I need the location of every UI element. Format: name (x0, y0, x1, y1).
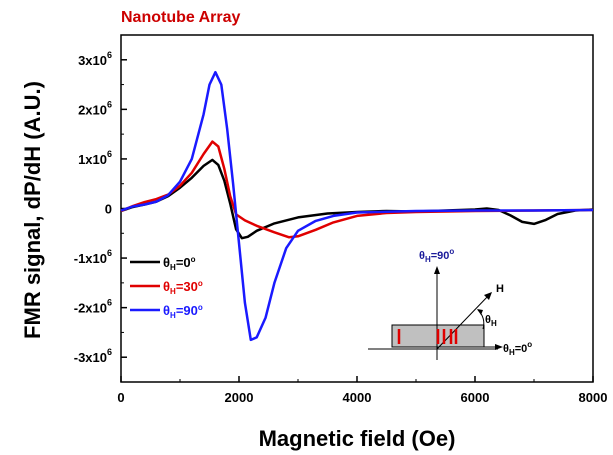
inset-label-theta: θH (485, 314, 497, 328)
x-tick-label: 0 (117, 390, 124, 405)
x-tick-label: 4000 (343, 390, 372, 405)
inset-label-theta-90: θH=90o (419, 247, 454, 264)
legend-label: θH=0o (163, 255, 196, 272)
legend-label: θH=90o (163, 303, 203, 320)
inset-schematic: θH=90o H θH θH=0o (368, 247, 532, 360)
inset-vertical-arrowhead (434, 266, 440, 274)
series-lines (120, 70, 594, 342)
inset-label-theta-0: θH=0o (503, 340, 532, 357)
y-tick-label: -2x106 (74, 298, 112, 316)
y-tick-label: 3x106 (78, 50, 112, 68)
x-axis-ticks: 0 2000 4000 6000 8000 (117, 376, 607, 405)
y-axis-title: FMR signal, dP/dH (A.U.) (20, 81, 45, 339)
inset-label-h: H (496, 283, 504, 295)
inset-angle-arrowhead (477, 309, 483, 315)
legend: θH=0o θH=30o θH=90o (130, 255, 203, 320)
legend-label: θH=30o (163, 279, 203, 296)
x-tick-label: 6000 (461, 390, 490, 405)
y-tick-label: -3x106 (74, 347, 112, 365)
y-tick-label: 0 (105, 202, 112, 217)
y-tick-label: -1x106 (74, 248, 112, 266)
plot-frame (120, 34, 594, 383)
y-axis-ticks: 3x106 2x106 1x106 0 -1x106 -2x106 -3x106 (74, 50, 127, 365)
series-line-0 (120, 158, 594, 240)
y-tick-label: 2x106 (78, 99, 112, 117)
x-axis-title: Magnetic field (Oe) (259, 426, 456, 451)
inset-h-field-line (436, 293, 491, 350)
inset-h-field-arrowhead (484, 292, 492, 300)
series-line-2 (120, 70, 594, 342)
inset-horizontal-arrowhead (495, 344, 503, 350)
x-tick-label: 8000 (579, 390, 608, 405)
y-tick-label: 1x106 (78, 149, 112, 167)
chart-title: Nanotube Array (121, 9, 241, 26)
x-tick-label: 2000 (225, 390, 254, 405)
